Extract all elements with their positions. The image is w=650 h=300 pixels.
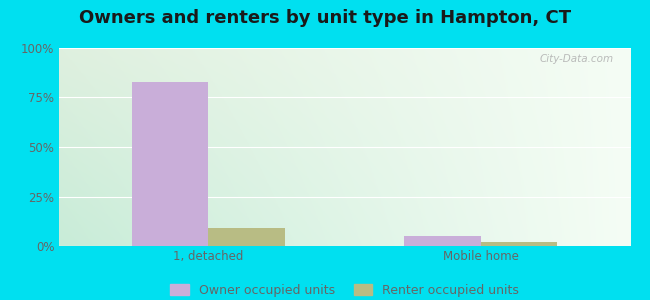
Bar <box>404 236 481 246</box>
Legend: Owner occupied units, Renter occupied units: Owner occupied units, Renter occupied un… <box>170 284 519 297</box>
Bar <box>208 228 285 246</box>
Bar <box>481 242 557 246</box>
Text: City-Data.com: City-Data.com <box>540 54 614 64</box>
Bar <box>132 82 208 246</box>
Text: Owners and renters by unit type in Hampton, CT: Owners and renters by unit type in Hampt… <box>79 9 571 27</box>
